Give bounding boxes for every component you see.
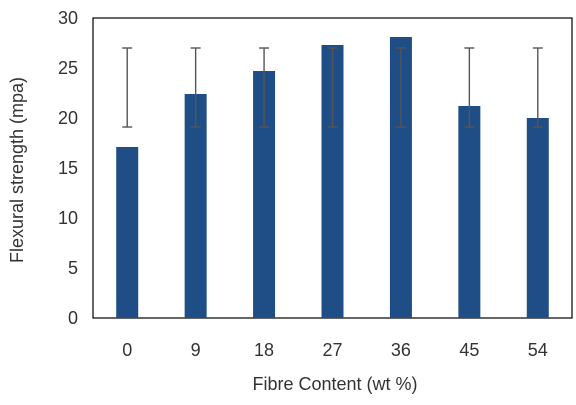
x-tick-label: 45 [459,340,479,360]
x-tick-label: 36 [391,340,411,360]
bar [389,37,412,318]
error-bars-group [122,47,543,128]
x-tick-label: 18 [254,340,274,360]
error-bar [464,47,475,128]
error-bar [259,47,270,128]
y-tick-label: 20 [58,108,78,128]
error-bar [532,47,543,128]
y-tick-label: 25 [58,58,78,78]
bar [116,147,139,318]
error-bar [395,47,406,128]
error-bar [327,47,338,128]
y-axis-title: Flexural strength (mpa) [7,77,27,263]
y-tick-label: 10 [58,208,78,228]
x-tick-label: 0 [122,340,132,360]
y-axis-ticks: 0 5 10 15 20 25 30 [58,8,78,328]
x-axis-ticks: 0 9 18 27 36 45 54 [122,340,548,360]
x-axis-title: Fibre Content (wt %) [252,374,417,394]
x-tick-label: 54 [528,340,548,360]
bars-group [116,37,549,318]
y-tick-label: 0 [68,308,78,328]
y-tick-label: 30 [58,8,78,28]
x-tick-label: 27 [322,340,342,360]
y-tick-label: 5 [68,258,78,278]
bar [458,106,481,318]
bar [321,45,344,318]
bar [253,71,276,318]
error-bar [190,47,201,128]
error-bar [122,47,133,128]
bar [184,94,207,318]
y-tick-label: 15 [58,158,78,178]
bar [526,118,549,318]
x-tick-label: 9 [191,340,201,360]
